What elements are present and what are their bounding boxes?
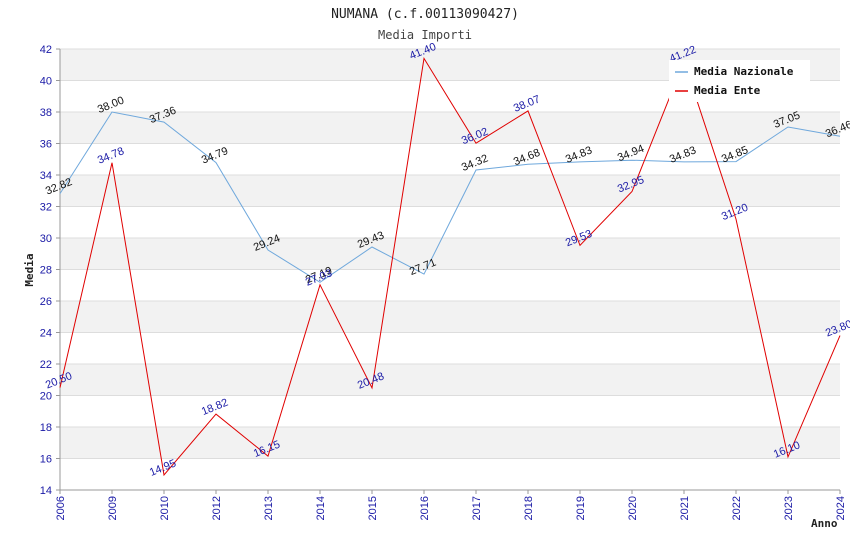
y-tick-labels: 14 16 18 20 22 24 26 28 30 32 34 36 38 40 42	[40, 44, 52, 497]
y-tick-label: 38	[40, 107, 52, 119]
grid-band	[60, 332, 840, 364]
y-tick-label: 16	[40, 454, 52, 466]
grid-band	[60, 269, 840, 301]
legend-label-media-nazionale: Media Nazionale	[694, 65, 794, 78]
x-tick-label: 2015	[367, 496, 379, 520]
x-tick-label: 2018	[523, 496, 535, 520]
grid-band	[60, 427, 840, 459]
grid-band	[60, 364, 840, 396]
y-tick-label: 14	[40, 485, 52, 497]
x-tick-label: 2020	[627, 496, 639, 520]
legend-box	[669, 60, 810, 102]
x-tick-label: 2019	[575, 496, 587, 520]
grid-lines	[56, 48, 841, 494]
grid-band	[60, 112, 840, 144]
x-axis-label: Anno	[811, 517, 838, 530]
x-tick-label: 2021	[679, 496, 691, 520]
chart-title: NUMANA (c.f.00113090427)	[331, 7, 519, 22]
x-tick-label: 2009	[107, 496, 119, 520]
x-tick-label: 2016	[419, 496, 431, 520]
series-line-media-nazionale	[59, 111, 841, 283]
x-tick-labels: 2006 2009 2010 2012 2013 2014 2015 2016 2017 2018…	[55, 496, 847, 520]
x-tick-label: 2017	[471, 496, 483, 520]
x-tick-label: 2022	[731, 496, 743, 520]
x-tick-label: 2012	[211, 496, 223, 520]
x-tick-label: 2023	[783, 496, 795, 520]
x-tick-label: 2024	[835, 496, 847, 520]
y-tick-label: 26	[40, 296, 52, 308]
grid-band	[60, 395, 840, 427]
grid-bands	[60, 49, 840, 490]
grid-band	[60, 301, 840, 333]
legend-label-media-ente: Media Ente	[694, 84, 761, 97]
grid-band	[60, 143, 840, 175]
x-tick-label: 2014	[315, 496, 327, 520]
grid-band	[60, 458, 840, 490]
legend: Media Nazionale Media Ente	[669, 60, 810, 102]
y-tick-label: 40	[40, 76, 52, 88]
x-tick-label: 2006	[55, 496, 67, 520]
y-tick-label: 18	[40, 422, 52, 434]
grid-band	[60, 175, 840, 207]
y-tick-label: 28	[40, 265, 52, 277]
x-tick-label: 2013	[263, 496, 275, 520]
series-layer	[59, 56, 841, 477]
y-axis-label: Media	[23, 253, 36, 286]
x-tick-label: 2010	[159, 496, 171, 520]
series-line-media-ente	[59, 56, 841, 477]
y-tick-label: 34	[40, 170, 52, 182]
y-tick-label: 36	[40, 139, 52, 151]
y-tick-label: 20	[40, 391, 52, 403]
y-tick-label: 24	[40, 328, 52, 340]
grid-band	[60, 238, 840, 270]
y-tick-label: 42	[40, 44, 52, 56]
y-tick-label: 30	[40, 233, 52, 245]
y-tick-label: 22	[40, 359, 52, 371]
chart-subtitle: Media Importi	[378, 28, 472, 42]
y-tick-label: 32	[40, 202, 52, 214]
